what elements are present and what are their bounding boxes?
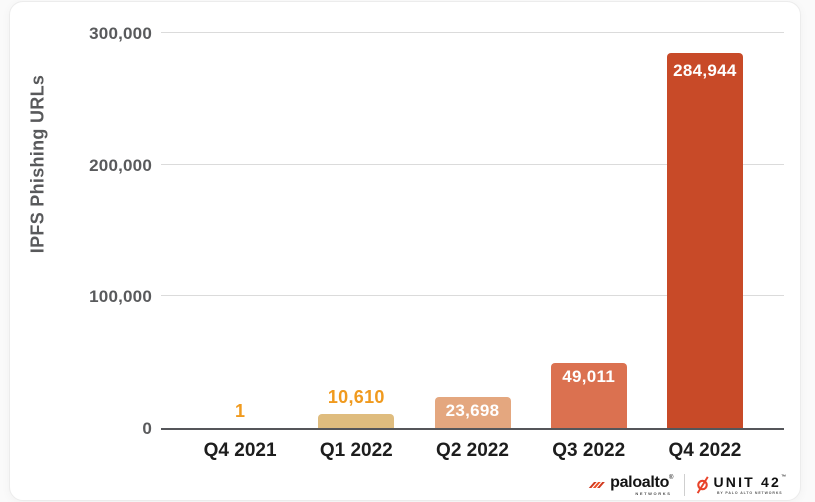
gridline (161, 32, 784, 33)
x-tick-label: Q4 2022 (668, 440, 742, 461)
gridline (161, 295, 784, 297)
paloalto-name: paloalto (610, 473, 670, 491)
y-tick-label: 200,000 (89, 155, 152, 175)
paloalto-wordmark: paloalto® NETWORKS (610, 473, 674, 496)
unit42-name: UNIT 42 (713, 473, 781, 490)
bar (318, 414, 395, 428)
bar-value-label: 23,698 (445, 401, 500, 420)
unit42-logo: UNIT 42™ BY PALO ALTO NETWORKS (696, 473, 786, 496)
bar-slot: 49,011 (531, 33, 647, 428)
y-tick-label: 100,000 (89, 287, 152, 307)
bar: 49,011 (550, 363, 627, 428)
bar-value-label: 10,610 (327, 387, 385, 407)
bar-value-label: 284,944 (673, 61, 737, 80)
paloalto-networks-sub: NETWORKS (635, 490, 672, 496)
x-tick-label: Q4 2021 (203, 440, 277, 461)
footer-divider (684, 474, 686, 496)
paloalto-networks-logo: paloalto® NETWORKS (588, 473, 674, 496)
x-axis-labels: Q4 2021 Q1 2022 Q2 2022 Q3 2022 Q4 2022 (161, 440, 784, 464)
plot-area: 1 10,610 23,698 49,011 284,944 (161, 32, 784, 430)
bar-slot: 1 (182, 33, 298, 428)
bar-slot: 284,944 (647, 33, 763, 428)
unit42-logo-icon (697, 476, 710, 494)
chart-card: IPFS Phishing URLs 0 100,000 200,000 300,00… (9, 1, 801, 501)
unit42-tagline: BY PALO ALTO NETWORKS (716, 491, 783, 495)
bar-value-label: 49,011 (562, 367, 616, 386)
bar-slot: 10,610 (298, 33, 414, 428)
bar: 23,698 (434, 397, 511, 428)
paloalto-logo-icon (588, 482, 605, 488)
unit42-wordmark: UNIT 42™ BY PALO ALTO NETWORKS (713, 473, 786, 496)
bar: 284,944 (666, 53, 743, 428)
x-tick-label: Q1 2022 (319, 440, 393, 461)
registered-mark: ® (669, 474, 674, 481)
footer-logos: paloalto® NETWORKS UNIT 42™ BY PALO ALTO… (588, 471, 786, 499)
y-tick-label: 0 (142, 419, 152, 438)
bar-slot: 23,698 (414, 33, 530, 428)
trademark-mark: ™ (781, 473, 786, 480)
gridline (161, 163, 784, 165)
x-tick-label: Q2 2022 (436, 440, 509, 461)
x-tick-label: Q3 2022 (552, 440, 626, 461)
y-tick-label: 300,000 (89, 24, 152, 43)
bars-row: 1 10,610 23,698 49,011 284,944 (161, 33, 784, 428)
bar-value-label: 1 (234, 401, 246, 421)
